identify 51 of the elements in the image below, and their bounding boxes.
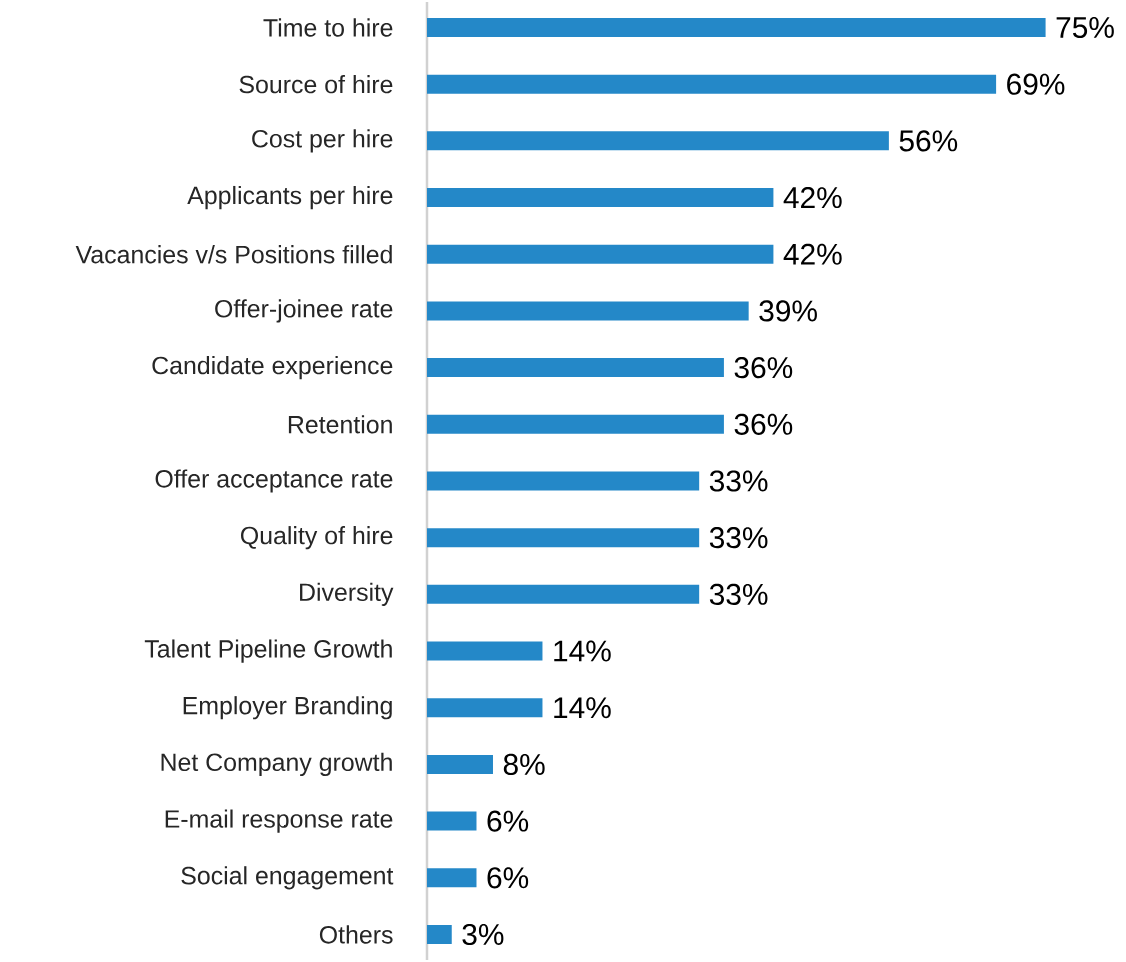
y-tick-label: Candidate experience <box>152 356 393 380</box>
y-tick-label: Talent Pipeline Growth <box>144 639 392 663</box>
bar <box>427 301 749 321</box>
y-tick-label: Cost per hire <box>252 129 393 153</box>
y-tick-label: Time to hire <box>263 18 393 37</box>
data-label: 33% <box>709 527 768 549</box>
bar <box>427 811 477 831</box>
bar <box>427 18 1046 37</box>
y-tick-label: Employer Branding <box>183 696 392 720</box>
data-label: 42% <box>783 187 842 209</box>
data-label: 69% <box>1007 73 1065 95</box>
data-label: 36% <box>734 413 793 435</box>
bar <box>427 641 543 661</box>
bar <box>427 528 700 548</box>
y-tick-label: Source of hire <box>239 75 393 94</box>
y-tick-label: Applicants per hire <box>187 185 393 210</box>
data-label: 36% <box>734 357 793 379</box>
data-label: 33% <box>709 470 768 492</box>
bar <box>427 358 724 378</box>
y-tick-label: Offer acceptance rate <box>155 469 393 493</box>
bar <box>427 244 774 264</box>
data-label: 6% <box>487 810 529 832</box>
bar <box>427 131 889 151</box>
y-tick-label: Diversity <box>300 582 394 606</box>
data-label: 75% <box>1056 16 1114 39</box>
y-tick-label: Others <box>319 925 393 944</box>
y-tick-label: Offer-joinee rate <box>215 299 393 323</box>
y-tick-label: Net Company growth <box>161 752 392 777</box>
data-label: 3% <box>462 923 504 946</box>
data-label: 39% <box>759 300 817 322</box>
y-tick-label: Retention <box>288 415 392 434</box>
data-label: 33% <box>709 583 768 605</box>
data-label: 14% <box>554 697 611 719</box>
y-tick-label: Quality of hire <box>240 526 393 550</box>
bar <box>427 188 774 208</box>
bar <box>427 924 452 944</box>
bar <box>427 414 724 434</box>
data-label: 42% <box>783 243 842 265</box>
bar <box>427 471 700 491</box>
bar <box>427 584 700 604</box>
data-label: 56% <box>899 130 958 152</box>
data-label: 6% <box>487 867 529 889</box>
y-tick-label: Vacancies v/s Positions filled <box>75 245 392 264</box>
y-tick-label: E-mail response rate <box>165 809 393 833</box>
bar <box>427 868 477 888</box>
bar <box>427 754 493 774</box>
bar <box>427 74 997 94</box>
data-label: 8% <box>503 753 545 776</box>
data-label: 14% <box>554 640 611 662</box>
bar <box>427 698 543 718</box>
y-tick-label: Social engagement <box>181 866 394 890</box>
